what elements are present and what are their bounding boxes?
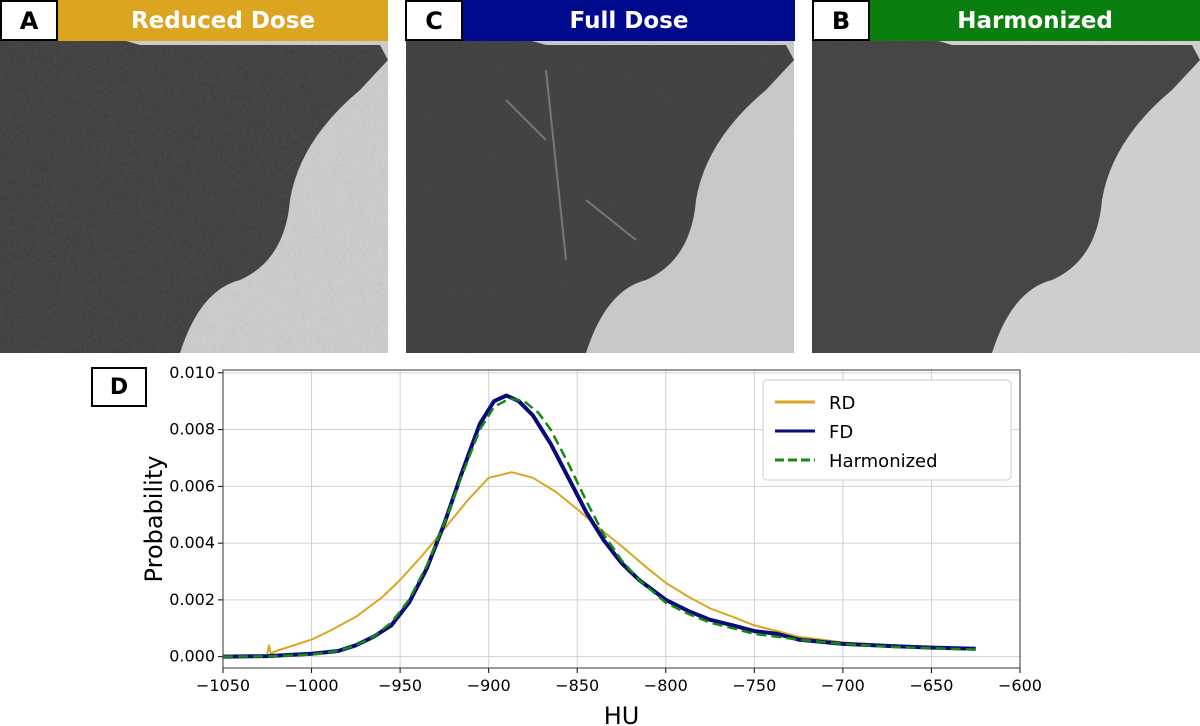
y-tick-label: 0.004: [169, 533, 215, 552]
x-axis-label: HU: [604, 702, 640, 726]
x-tick-label: −850: [555, 676, 599, 695]
x-tick-label: −600: [998, 676, 1042, 695]
x-tick-label: −700: [821, 676, 865, 695]
y-tick-label: 0.002: [169, 590, 215, 609]
panel-letter: C: [405, 0, 463, 41]
x-tick-label: −900: [467, 676, 511, 695]
y-tick-label: 0.000: [169, 647, 215, 666]
ct-image-full-dose: [406, 0, 794, 353]
plot-frame: [222, 369, 1021, 669]
panel-letter: A: [0, 0, 58, 41]
y-axis-label: Probability: [140, 456, 168, 583]
y-tick-label: 0.010: [169, 363, 215, 382]
panel-title: Full Dose: [463, 0, 795, 41]
panel-letter-d: D: [91, 367, 147, 407]
legend-label-fd: FD: [829, 422, 853, 443]
series-line-fd: [222, 393, 976, 659]
panel-harmonized: B Harmonized: [812, 0, 1200, 353]
panel-title: Harmonized: [870, 0, 1200, 41]
ct-image-reduced-dose: [0, 0, 388, 353]
x-tick-label: −950: [378, 676, 422, 695]
panel-letter: B: [812, 0, 870, 41]
legend-label-rd: RD: [829, 393, 855, 414]
x-tick-label: −800: [644, 676, 688, 695]
y-tick-label: 0.006: [169, 476, 215, 495]
ct-image-harmonized: [812, 0, 1200, 353]
panel-reduced-dose: A Reduced Dose: [0, 0, 388, 353]
y-tick-label: 0.008: [169, 420, 215, 439]
x-tick-label: −750: [732, 676, 776, 695]
series-line-harmonized: [222, 397, 976, 658]
panel-full-dose: C Full Dose: [405, 0, 795, 353]
panel-title: Reduced Dose: [58, 0, 388, 41]
x-tick-label: −650: [909, 676, 953, 695]
histogram-chart: −1050 −1000 −950 −900 −850 −800 −750 −700 −650 −6…: [140, 363, 1042, 726]
legend-box: [762, 379, 1012, 481]
x-tick-label: −1050: [196, 676, 250, 695]
x-tick-label: −1000: [284, 676, 338, 695]
legend-label-harmonized: Harmonized: [829, 451, 938, 472]
